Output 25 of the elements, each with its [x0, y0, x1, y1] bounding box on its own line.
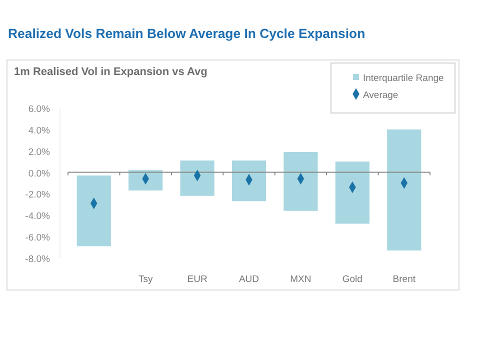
- y-tick-label: -8.0%: [25, 254, 51, 265]
- x-tick-label: AUD: [238, 274, 260, 285]
- bar: [284, 152, 318, 211]
- y-tick-label: -6.0%: [25, 232, 51, 244]
- bar: [128, 170, 163, 190]
- chart-subtitle: 1m Realised Vol in Expansion vs Avg: [14, 66, 208, 78]
- x-tick-label: EUR: [187, 274, 208, 285]
- bar: [335, 162, 370, 224]
- chart-title: Realized Vols Remain Below Average In Cycle Expansion: [8, 26, 366, 41]
- legend-label: Interquartile Range: [363, 73, 444, 84]
- bar: [387, 129, 422, 250]
- x-tick-label: Gold: [342, 274, 362, 285]
- bar: [180, 160, 214, 196]
- x-tick-label: Brent: [392, 274, 416, 285]
- y-tick-label: -4.0%: [25, 211, 51, 222]
- legend-label: Average: [363, 90, 398, 101]
- y-tick-label: 2.0%: [28, 146, 51, 158]
- y-tick-label: 6.0%: [28, 104, 51, 115]
- x-tick-label: MXN: [290, 274, 312, 285]
- bar: [232, 160, 266, 202]
- bar: [76, 176, 111, 246]
- y-tick-label: 4.0%: [28, 125, 51, 136]
- x-tick-label: Tsy: [138, 274, 153, 285]
- y-tick-label: -2.0%: [25, 190, 51, 201]
- y-tick-label: 0.0%: [28, 168, 51, 180]
